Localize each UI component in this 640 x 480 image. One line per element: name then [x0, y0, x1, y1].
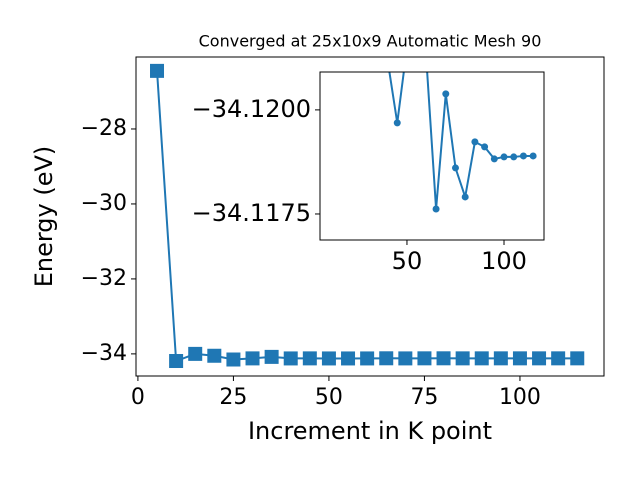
data-point [510, 153, 518, 161]
data-point [570, 351, 585, 366]
x-axis-label: Increment in K point [248, 417, 492, 445]
data-point [461, 193, 469, 201]
data-point [360, 351, 375, 366]
x-tick-label: 0 [131, 385, 145, 410]
y-tick-label: −34.1175 [192, 199, 311, 227]
y-tick-label: −28 [81, 116, 127, 141]
y-tick-label: −34.1200 [192, 95, 311, 123]
y-tick-label: −34 [81, 341, 127, 366]
data-point [500, 153, 508, 161]
x-tick-label: 50 [315, 385, 343, 410]
data-point [341, 351, 356, 366]
y-tick-label: −32 [81, 266, 127, 291]
plot-area [150, 63, 585, 369]
data-point [283, 351, 298, 366]
data-point [245, 351, 260, 366]
data-point [432, 205, 440, 213]
data-point [471, 138, 479, 146]
data-point [474, 351, 489, 366]
data-point [512, 351, 527, 366]
data-point [551, 351, 566, 366]
data-point [321, 351, 336, 366]
data-point [393, 119, 401, 127]
plot-frame [319, 71, 545, 241]
data-point [207, 348, 222, 363]
data-point [379, 351, 394, 366]
x-tick-label: 100 [499, 385, 541, 410]
x-tick-label: 100 [481, 247, 527, 275]
data-point [188, 346, 203, 361]
data-point [436, 351, 451, 366]
data-point [455, 351, 470, 366]
plot-frame [135, 56, 605, 377]
plot-area [388, 72, 537, 213]
data-point [532, 351, 547, 366]
data-line [388, 72, 534, 210]
x-tick-label: 25 [219, 385, 247, 410]
y-tick-label: −30 [81, 191, 127, 216]
chart-title: Converged at 25x10x9 Automatic Mesh 90 [199, 32, 542, 51]
data-point [481, 143, 489, 151]
data-point [226, 352, 241, 367]
data-point [519, 152, 527, 160]
y-axis-label: Energy (eV) [30, 146, 58, 288]
data-point [442, 90, 450, 98]
data-point [150, 63, 165, 78]
x-tick-label: 75 [410, 385, 438, 410]
data-point [302, 351, 317, 366]
data-point [451, 164, 459, 172]
x-tick-label: 50 [392, 247, 423, 275]
data-point [169, 354, 184, 369]
data-point [529, 152, 537, 160]
data-point [493, 351, 508, 366]
data-point [417, 351, 432, 366]
data-point [490, 155, 498, 163]
data-point [398, 351, 413, 366]
data-point [264, 349, 279, 364]
